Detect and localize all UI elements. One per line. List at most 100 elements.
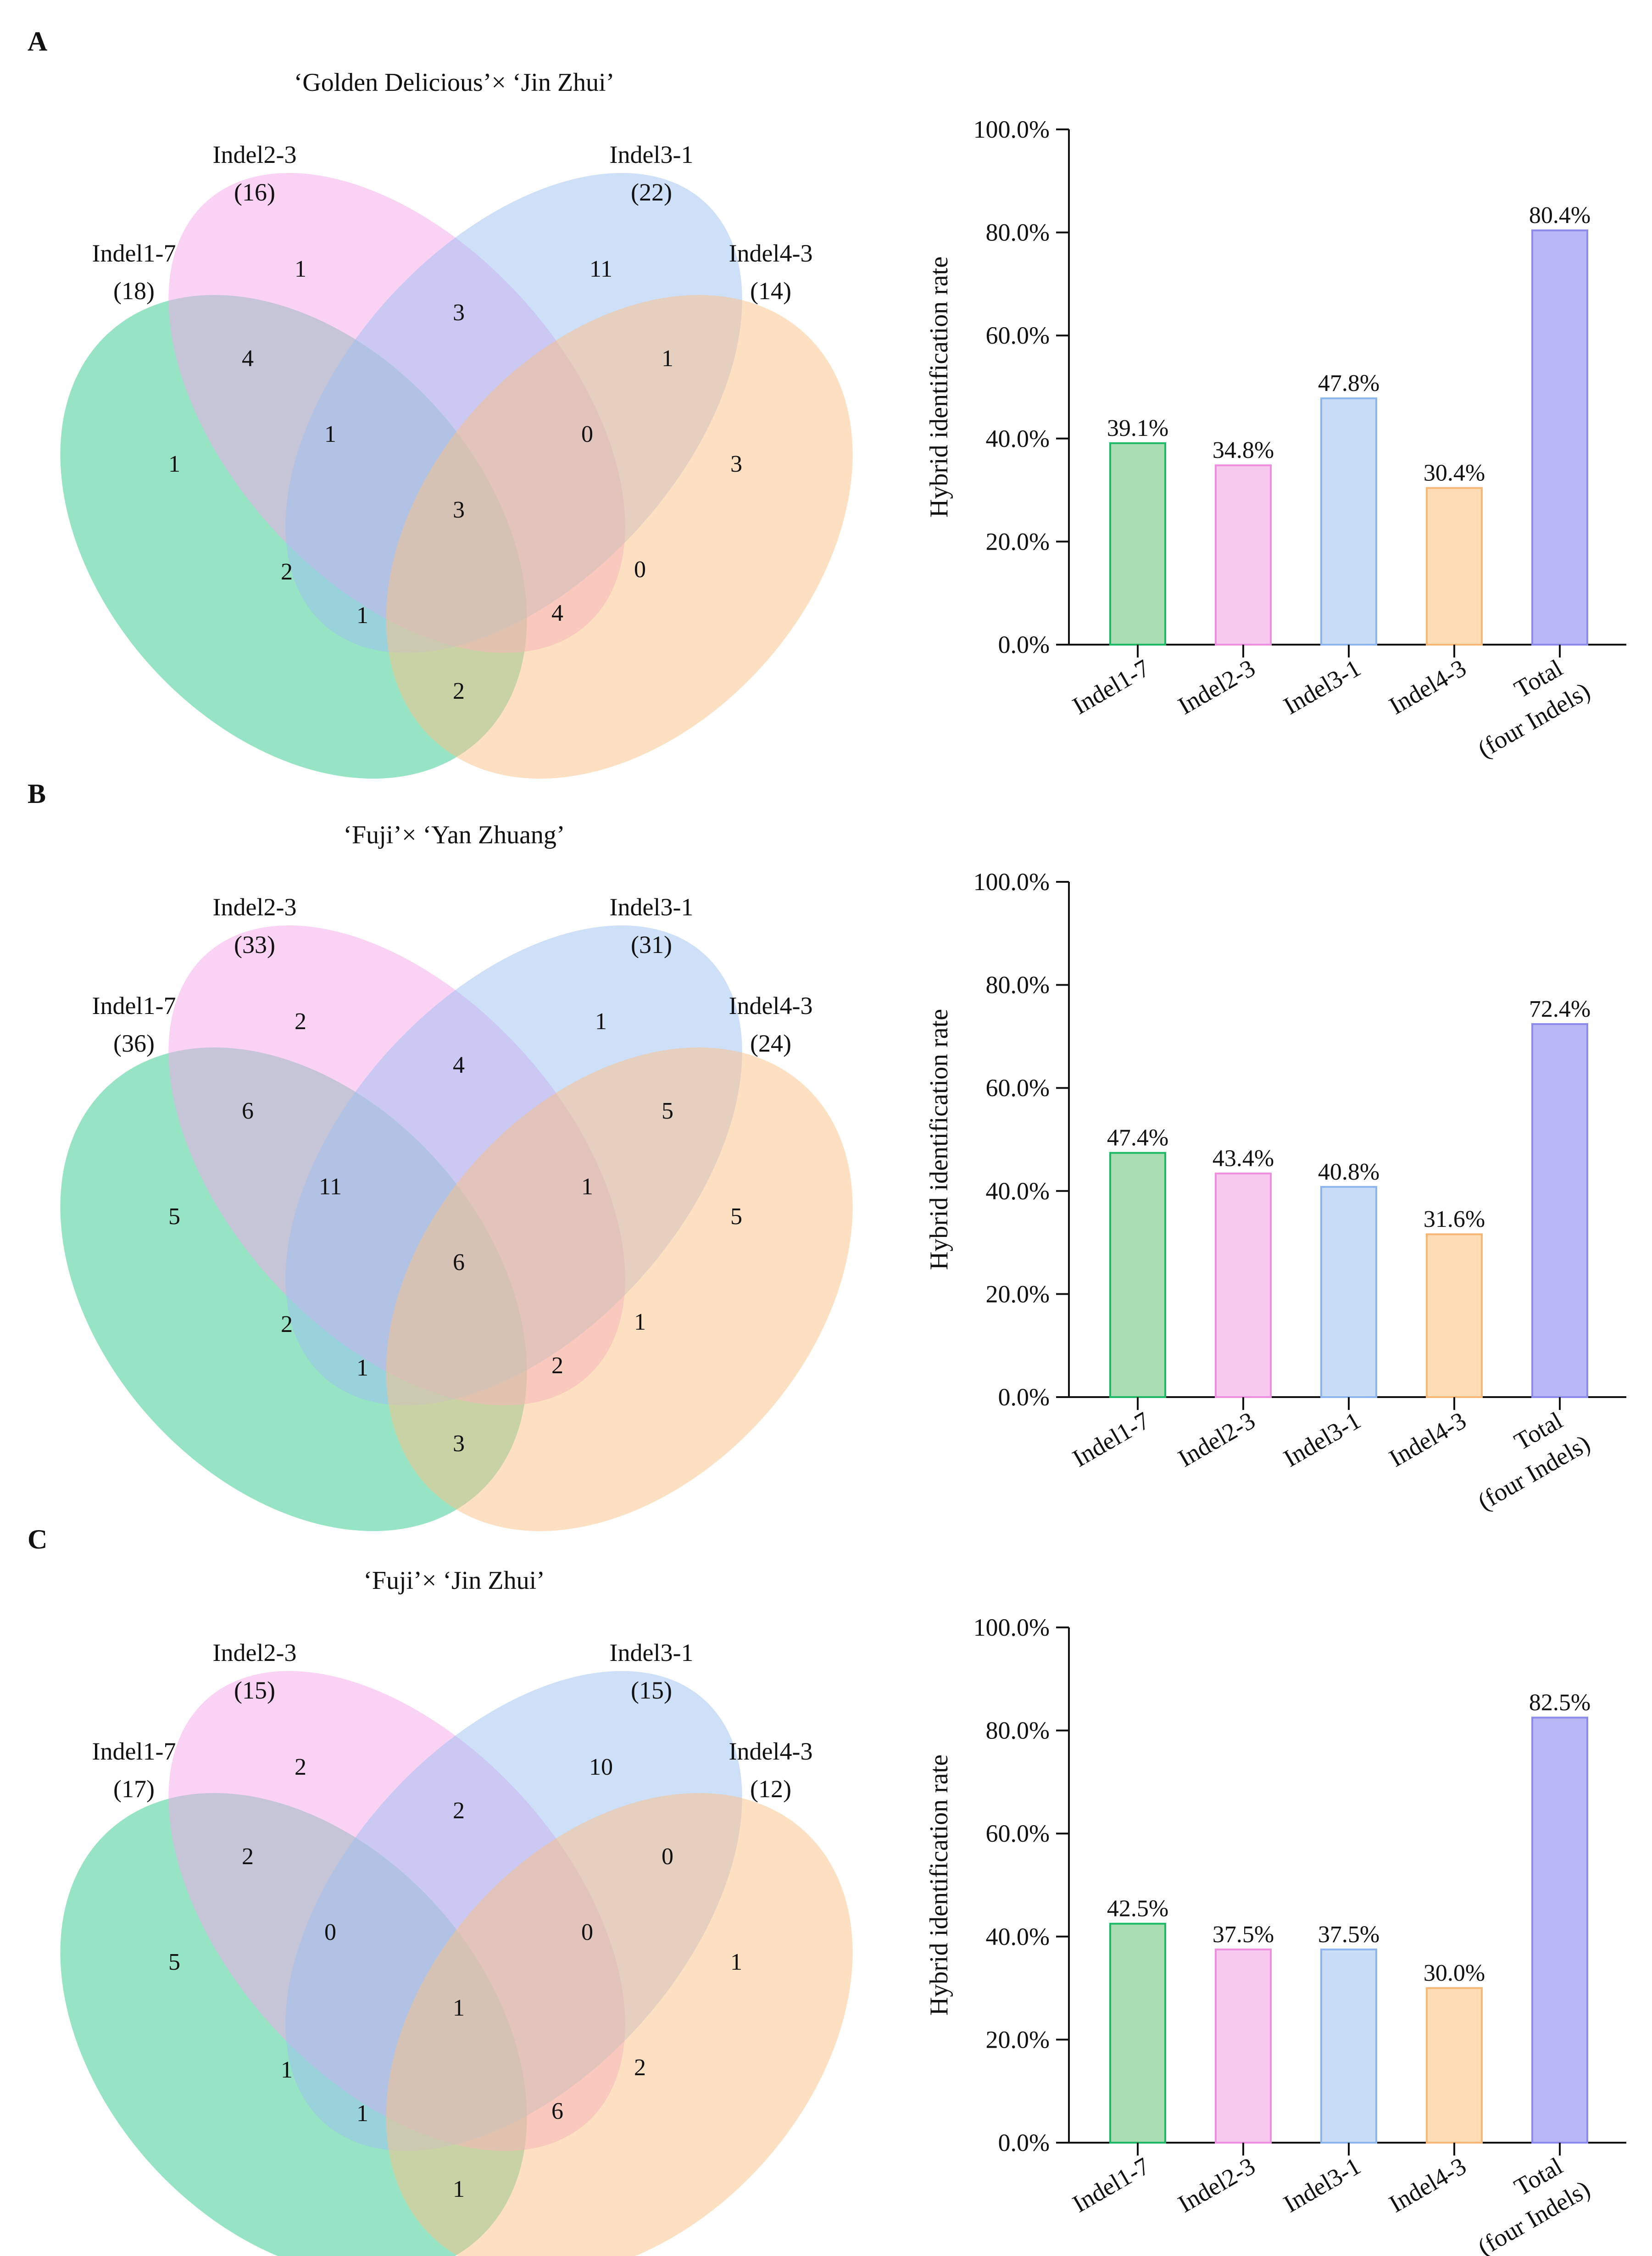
y-tick-label: 100.0% <box>973 1614 1050 1641</box>
venn-region-r234: 1 <box>581 1174 593 1200</box>
venn-set-name: Indel3-1 <box>610 1639 694 1666</box>
y-tick-label: 0.0% <box>998 631 1050 658</box>
venn-set-count: (18) <box>113 277 155 305</box>
y-tick-label: 40.0% <box>986 1923 1050 1950</box>
venn-region-r34: 1 <box>662 345 673 372</box>
venn-set-count: (31) <box>631 931 672 958</box>
venn-set-name: Indel1-7 <box>92 240 176 267</box>
venn-region-r2: 2 <box>295 1008 306 1035</box>
bar-value-label: 72.4% <box>1529 996 1591 1022</box>
venn-region-r14: 2 <box>453 678 465 704</box>
venn-region-r123: 1 <box>324 421 336 447</box>
y-tick-label: 100.0% <box>973 116 1050 143</box>
venn-set-count: (24) <box>750 1030 791 1057</box>
bar-value-label: 40.8% <box>1318 1159 1379 1185</box>
x-tick-label: Indel2-3 <box>1174 654 1260 719</box>
y-tick-label: 40.0% <box>986 1177 1050 1205</box>
venn-region-r1: 5 <box>168 1949 180 1975</box>
x-tick-label: Indel1-7 <box>1068 2152 1154 2217</box>
bar <box>1109 1922 1166 2144</box>
venn-set-name: Indel4-3 <box>729 240 813 267</box>
venn-region-r13: 1 <box>281 2057 293 2083</box>
venn-set-count: (14) <box>750 277 791 305</box>
bar-value-label: 37.5% <box>1318 1922 1379 1948</box>
panel-label: C <box>28 1524 47 1554</box>
bar-value-label: 30.0% <box>1424 1960 1485 1986</box>
venn-region-r34: 0 <box>662 1844 673 1870</box>
venn-diagram: ‘Fuji’× ‘Jin Zhui’ Indel1-7 (17) Indel2-3 (1… <box>60 1566 853 2256</box>
bar <box>1109 442 1166 646</box>
venn-region-r123: 0 <box>324 1919 336 1945</box>
venn-title: ‘Fuji’× ‘Yan Zhuang’ <box>343 821 565 849</box>
x-tick-label: Indel3-1 <box>1279 2152 1365 2217</box>
x-tick-label: Indel4-3 <box>1385 2152 1471 2217</box>
venn-set-count: (15) <box>234 1677 275 1704</box>
venn-region-r13: 2 <box>281 559 293 585</box>
venn-set-name: Indel2-3 <box>213 141 297 168</box>
y-tick-label: 60.0% <box>986 1820 1050 1847</box>
bar <box>1215 464 1272 646</box>
venn-region-r134: 4 <box>551 600 563 626</box>
bar-value-label: 43.4% <box>1213 1146 1274 1172</box>
y-tick-label: 60.0% <box>986 322 1050 349</box>
venn-region-r1: 1 <box>168 451 180 477</box>
venn-set-count: (36) <box>113 1030 155 1057</box>
venn-region-r124: 0 <box>634 557 646 583</box>
venn-region-r3: 1 <box>595 1008 607 1035</box>
y-tick-label: 80.0% <box>986 971 1050 999</box>
bar <box>1320 1948 1377 2144</box>
bar <box>1215 1948 1272 2144</box>
venn-region-r134: 6 <box>551 2098 563 2124</box>
y-axis-label: Hybrid identification rate <box>925 1009 953 1270</box>
venn-region-r123: 11 <box>319 1174 342 1200</box>
venn-region-r2: 2 <box>295 1754 306 1780</box>
bar <box>1320 1186 1377 1398</box>
bar <box>1426 487 1483 646</box>
y-tick-label: 0.0% <box>998 2129 1050 2156</box>
venn-region-r1234: 3 <box>453 497 465 523</box>
venn-region-r2: 1 <box>295 256 306 282</box>
bar-value-label: 34.8% <box>1213 437 1274 463</box>
y-tick-label: 40.0% <box>986 425 1050 452</box>
x-tick-label: Indel4-3 <box>1385 1406 1471 1472</box>
x-tick-label: Indel1-7 <box>1068 654 1154 719</box>
venn-region-r12: 6 <box>242 1098 254 1124</box>
venn-set-count: (22) <box>631 178 672 206</box>
x-tick-label: Indel1-7 <box>1068 1406 1154 1472</box>
venn-region-r124: 1 <box>634 1309 646 1335</box>
bar-value-label: 82.5% <box>1529 1690 1591 1716</box>
venn-region-r23: 2 <box>453 1798 465 1824</box>
bar-value-label: 37.5% <box>1213 1922 1274 1948</box>
panel-B: B ‘Fuji’× ‘Yan Zhuang’ Indel1-7 (36) Indel2-… <box>28 779 1626 1532</box>
bar-value-label: 80.4% <box>1529 202 1591 228</box>
venn-region-r4: 1 <box>730 1949 742 1975</box>
venn-set-name: Indel3-1 <box>610 893 694 921</box>
x-tick-label: Indel3-1 <box>1279 1406 1365 1472</box>
venn-ellipse-indel4-3 <box>386 1793 853 2256</box>
venn-region-r23: 3 <box>453 300 465 326</box>
x-tick-label: Indel4-3 <box>1385 654 1471 719</box>
y-tick-label: 20.0% <box>986 1280 1050 1308</box>
venn-set-count: (15) <box>631 1677 672 1704</box>
venn-region-r1234: 1 <box>453 1995 465 2021</box>
venn-region-r234: 0 <box>581 421 593 447</box>
venn-region-r23: 4 <box>453 1052 465 1078</box>
venn-region-r1: 5 <box>168 1203 180 1230</box>
y-tick-label: 0.0% <box>998 1383 1050 1411</box>
venn-diagram: ‘Golden Delicious’× ‘Jin Zhui’ Indel1-7 (1… <box>60 68 853 779</box>
venn-region-r234: 0 <box>581 1919 593 1945</box>
venn-set-name: Indel3-1 <box>610 141 694 168</box>
venn-ellipse-indel4-3 <box>386 1047 853 1532</box>
venn-set-count: (12) <box>750 1775 791 1803</box>
venn-set-name: Indel4-3 <box>729 992 813 1019</box>
y-tick-label: 20.0% <box>986 2026 1050 2053</box>
venn-region-r4: 5 <box>730 1203 742 1230</box>
bar-value-label: 47.4% <box>1107 1125 1168 1151</box>
bar-value-label: 31.6% <box>1424 1206 1485 1232</box>
bar-chart: 0.0% 20.0% 40.0% 60.0% 80.0% 100.0% Hybrid ide… <box>925 116 1626 763</box>
bar <box>1426 1987 1483 2144</box>
venn-region-r124: 2 <box>634 2055 646 2081</box>
venn-diagram: ‘Fuji’× ‘Yan Zhuang’ Indel1-7 (36) Indel2-3… <box>60 821 853 1532</box>
venn-set-count: (33) <box>234 931 275 958</box>
venn-region-r24: 1 <box>356 602 368 629</box>
